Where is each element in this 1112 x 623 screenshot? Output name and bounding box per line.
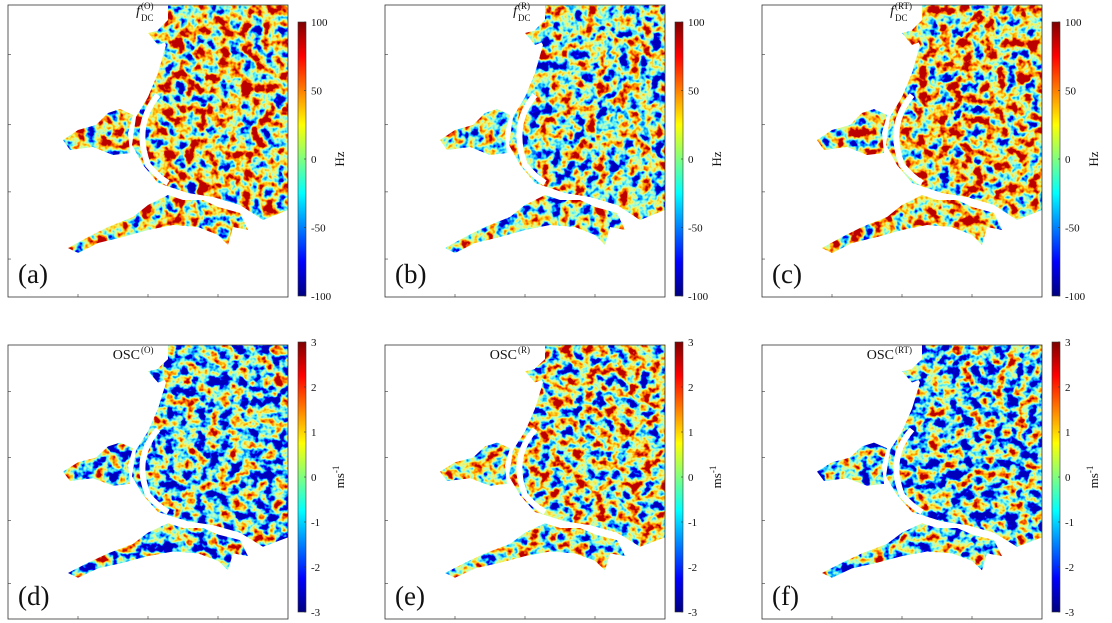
unit-sup: -1: [1085, 466, 1095, 474]
channel: [139, 427, 170, 515]
colorbar-tick-label: -100: [688, 291, 709, 303]
channel: [893, 93, 924, 186]
title-base: OSC: [113, 348, 140, 363]
title-sub: DC: [518, 13, 531, 23]
unit-base: ms: [332, 473, 347, 488]
panel-label: (d): [18, 581, 49, 611]
title-sup: (O): [141, 345, 154, 355]
colorbar-tick-label: 50: [1065, 86, 1077, 98]
title-sub: DC: [895, 13, 908, 23]
title-base: f: [513, 4, 519, 19]
channel: [516, 427, 547, 515]
colorbar-tick-label: 50: [688, 86, 700, 98]
colorbar-tick-label: -50: [688, 223, 703, 235]
colorbar-tick-label: 2: [1065, 382, 1071, 394]
unit-base: ms: [709, 473, 724, 488]
colorbar-unit: ms-1: [708, 466, 724, 489]
colorbar-unit: ms-1: [331, 466, 347, 489]
colorbar-tick-label: 100: [688, 17, 705, 29]
colorbar-tick-label: 50: [311, 86, 323, 98]
colorbar-tick-label: -2: [688, 562, 697, 574]
panel-label: (e): [395, 581, 425, 611]
title-base: OSC: [490, 348, 517, 363]
colorbar-tick-label: -2: [1065, 562, 1074, 574]
colorbar-tick-label: 2: [688, 382, 694, 394]
colorbar-tick-label: -1: [311, 517, 320, 529]
colorbar-tick-label: 3: [311, 337, 317, 349]
unit-base: ms: [1086, 473, 1101, 488]
panel: (e) OSC (R): [384, 344, 666, 620]
title-base: f: [136, 4, 142, 19]
title-sup: (RT): [895, 345, 912, 355]
channel: [139, 93, 170, 186]
unit-base: Hz: [1086, 151, 1101, 166]
title-base: f: [890, 4, 896, 19]
unit-sup: -1: [708, 466, 718, 474]
panel-label: (b): [395, 259, 426, 289]
colorbar-tick-label: 100: [1065, 17, 1082, 29]
title-sub: DC: [141, 13, 154, 23]
colorbar-tick-label: 0: [311, 472, 317, 484]
panel: (a) f (O) DC: [7, 1, 289, 298]
colorbar-tick-label: 3: [1065, 337, 1071, 349]
colorbar-tick-label: -50: [311, 223, 326, 235]
title-sup: (RT): [895, 1, 912, 11]
colorbar-tick-label: 0: [1065, 154, 1071, 166]
title-base: OSC: [867, 348, 894, 363]
colorbar-tick-label: -100: [311, 291, 332, 303]
colorbar-tick-label: 1: [311, 427, 317, 439]
colorbar-unit: ms-1: [1085, 466, 1101, 489]
colorbar-tick-label: 2: [311, 382, 317, 394]
colorbar-tick-label: -3: [1065, 607, 1075, 619]
colorbar-tick-label: 1: [688, 427, 694, 439]
colorbar-tick-label: 1: [1065, 427, 1071, 439]
colorbar-tick-label: -2: [311, 562, 320, 574]
colorbar-unit: Hz: [332, 151, 347, 166]
panel-label: (a): [18, 259, 48, 289]
unit-sup: -1: [331, 466, 341, 474]
colorbar-tick-label: -3: [311, 607, 321, 619]
panel: (b) f (R) DC: [384, 1, 666, 298]
panel-label: (f): [772, 581, 799, 611]
colorbar-tick-label: -50: [1065, 223, 1080, 235]
colorbar-tick-label: 0: [1065, 472, 1071, 484]
colorbar-tick-label: -3: [688, 607, 698, 619]
panel: (f) OSC (RT): [761, 344, 1043, 620]
colorbar-tick-label: 3: [688, 337, 694, 349]
panel-label: (c): [772, 259, 802, 289]
title-sup: (R): [518, 345, 530, 355]
colorbar-tick-label: 0: [688, 154, 694, 166]
channel: [893, 427, 924, 515]
unit-base: Hz: [709, 151, 724, 166]
colorbar-tick-label: 100: [311, 17, 328, 29]
title-sup: (R): [518, 1, 530, 11]
colorbar-tick-label: 0: [311, 154, 317, 166]
channel: [516, 93, 547, 186]
unit-base: Hz: [332, 151, 347, 166]
colorbar-tick-label: -100: [1065, 291, 1086, 303]
panel: (d) OSC (O): [7, 344, 289, 620]
panel: (c) f (RT) DC: [761, 1, 1043, 298]
colorbar-unit: Hz: [709, 151, 724, 166]
colorbar-unit: Hz: [1086, 151, 1101, 166]
colorbar-tick-label: 0: [688, 472, 694, 484]
colorbar-tick-label: -1: [1065, 517, 1074, 529]
title-sup: (O): [141, 1, 154, 11]
colorbar-tick-label: -1: [688, 517, 697, 529]
